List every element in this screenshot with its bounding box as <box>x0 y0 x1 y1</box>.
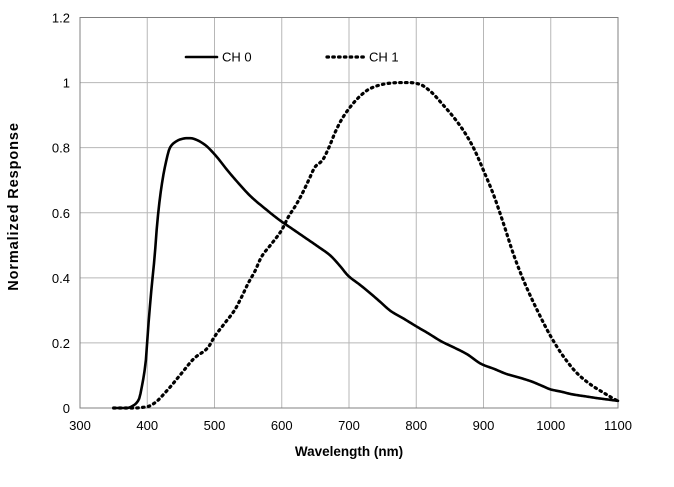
svg-text:300: 300 <box>69 418 91 433</box>
svg-text:0.6: 0.6 <box>52 206 70 221</box>
svg-text:Normalized Response: Normalized Response <box>6 122 22 291</box>
svg-text:CH 1: CH 1 <box>369 50 399 65</box>
svg-text:500: 500 <box>204 418 226 433</box>
svg-text:Wavelength (nm): Wavelength (nm) <box>295 444 403 459</box>
svg-text:1.2: 1.2 <box>52 11 70 26</box>
svg-text:CH 0: CH 0 <box>222 50 252 65</box>
svg-text:900: 900 <box>473 418 495 433</box>
svg-text:1000: 1000 <box>536 418 565 433</box>
svg-text:800: 800 <box>405 418 427 433</box>
svg-text:400: 400 <box>136 418 158 433</box>
svg-text:1: 1 <box>63 76 70 91</box>
svg-text:0.8: 0.8 <box>52 141 70 156</box>
svg-text:0.2: 0.2 <box>52 336 70 351</box>
svg-text:1100: 1100 <box>604 418 632 433</box>
svg-text:700: 700 <box>338 418 360 433</box>
svg-text:0: 0 <box>63 401 70 416</box>
svg-text:0.4: 0.4 <box>52 271 70 286</box>
svg-text:600: 600 <box>271 418 293 433</box>
